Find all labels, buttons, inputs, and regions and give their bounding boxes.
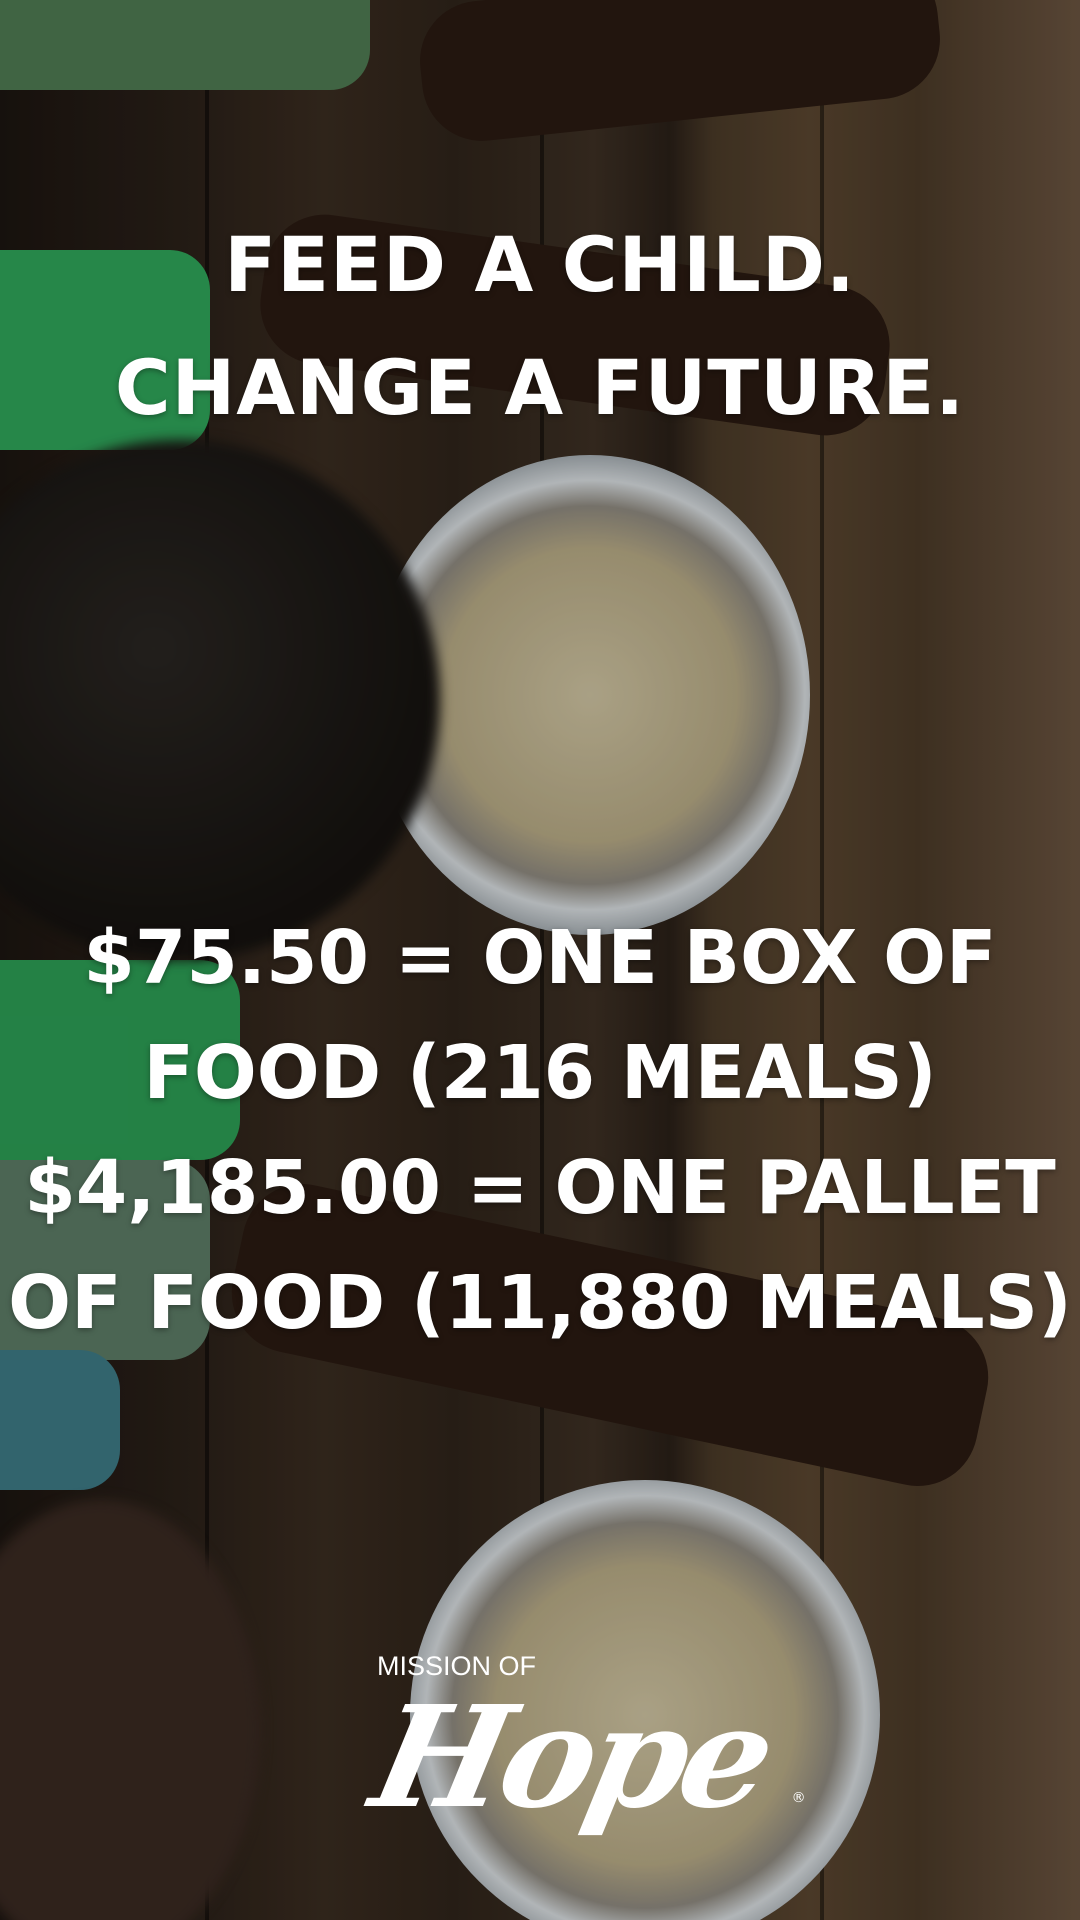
pricing-line-2: FOOD (216 MEALS) bbox=[143, 1030, 937, 1116]
sleeve bbox=[0, 960, 240, 1160]
logo-top-text: MISSION OF bbox=[377, 1651, 537, 1681]
mission-of-hope-logo: MISSION OF Hope ® bbox=[360, 1650, 806, 1840]
child-head bbox=[0, 440, 440, 960]
sleeve bbox=[0, 1350, 120, 1490]
sleeve bbox=[0, 250, 210, 450]
pricing-line-3: $4,185.00 = ONE PALLET bbox=[24, 1145, 1056, 1231]
logo-wordmark-row: Hope ® bbox=[360, 1676, 806, 1840]
rice-bowl bbox=[410, 1480, 880, 1920]
sleeve bbox=[0, 0, 370, 90]
table-plank-line bbox=[820, 0, 824, 1920]
pricing-line-4: OF FOOD (11,880 MEALS) bbox=[8, 1260, 1072, 1346]
logo-wordmark: Hope bbox=[359, 1676, 784, 1840]
table-plank-line bbox=[540, 0, 544, 1920]
rice-bowl bbox=[370, 455, 810, 935]
sleeve bbox=[0, 1160, 210, 1360]
registered-mark: ® bbox=[791, 1790, 806, 1806]
headline-line-1: FEED A CHILD. bbox=[224, 220, 856, 309]
headline-line-2: CHANGE A FUTURE. bbox=[114, 343, 966, 432]
pricing-line-1: $75.50 = ONE BOX OF bbox=[83, 915, 997, 1001]
